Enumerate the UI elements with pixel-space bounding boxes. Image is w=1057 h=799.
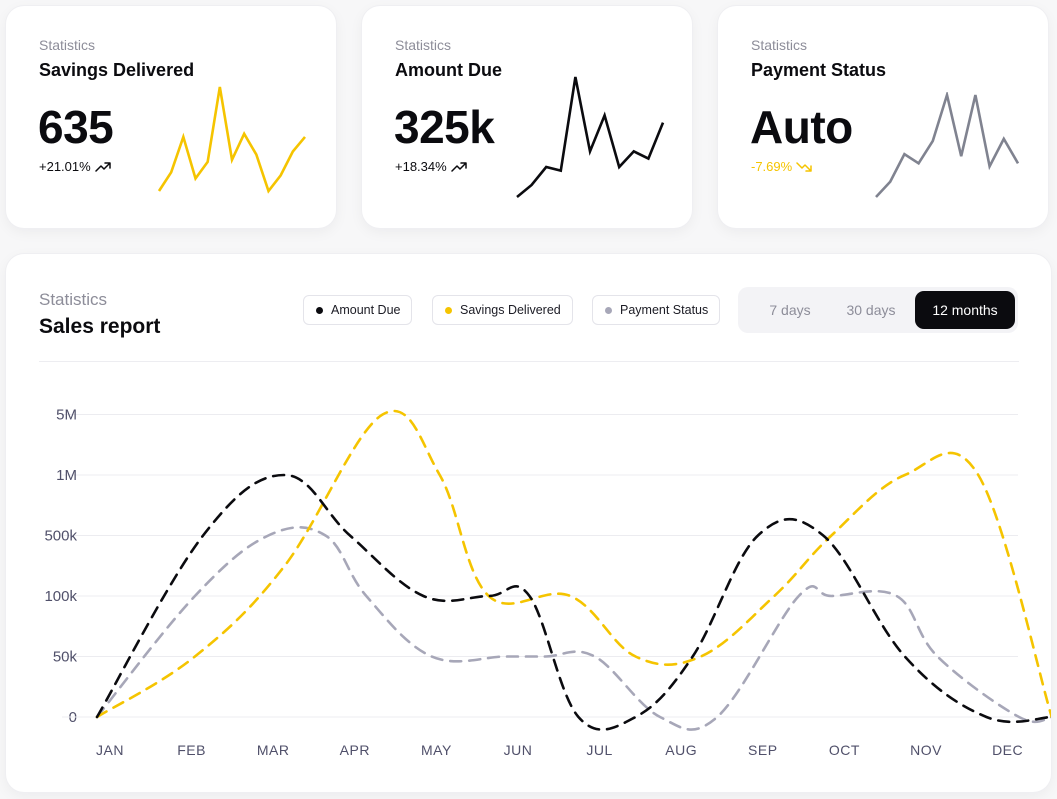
x-tick-label: JAN <box>96 742 124 758</box>
sparkline-savings <box>157 86 306 194</box>
sparkline-payment-status <box>875 92 1020 198</box>
sparkline-amount-due <box>516 76 665 199</box>
kpi-value: Auto <box>750 101 853 153</box>
kpi-title: Payment Status <box>751 60 887 80</box>
kpi-eyebrow: Statistics <box>39 37 96 53</box>
x-tick-label: FEB <box>177 742 206 758</box>
series-line-savings-delivered <box>95 409 1051 719</box>
header-divider <box>39 361 1019 362</box>
kpi-change-text: +21.01% <box>39 159 91 174</box>
range-12-months-button[interactable]: 12 months <box>915 291 1015 329</box>
y-tick-label: 1M <box>56 467 77 484</box>
legend-payment-status[interactable]: Payment Status <box>592 295 721 325</box>
legend-savings-delivered[interactable]: Savings Delivered <box>432 295 573 325</box>
kpi-card-payment-status: Statistics Payment Status Auto -7.69% <box>718 6 1048 228</box>
sales-eyebrow: Statistics <box>39 290 108 309</box>
trend-down-icon <box>796 161 812 172</box>
sparkline-path <box>157 86 306 194</box>
range-30-days-button[interactable]: 30 days <box>846 302 896 318</box>
y-tick-label: 100k <box>44 588 77 605</box>
kpi-value: 325k <box>394 101 495 153</box>
x-tick-label: AUG <box>665 742 697 758</box>
kpi-change: -7.69% <box>751 159 812 174</box>
x-tick-label: MAR <box>257 742 290 758</box>
sales-report-card: 0 50k 100k 500k 1M 5M JAN FEB MAR APR MAY JUN JUL AUG… <box>6 254 1051 792</box>
y-tick-label: 50k <box>53 649 78 666</box>
x-tick-label: SEP <box>748 742 778 758</box>
x-tick-label: APR <box>340 742 370 758</box>
y-tick-label: 500k <box>44 528 77 545</box>
kpi-title: Amount Due <box>395 60 502 80</box>
y-tick-label: 5M <box>56 407 77 424</box>
range-7-days-button[interactable]: 7 days <box>769 302 811 318</box>
sales-title: Sales report <box>39 315 161 338</box>
kpi-card-savings: Statistics Savings Delivered 635 +21.01% <box>6 6 336 228</box>
series-line-amount-due <box>95 473 1051 731</box>
legend-label: Savings Delivered <box>460 303 561 317</box>
legend-dot <box>605 306 612 314</box>
legend-label: Amount Due <box>331 303 401 317</box>
x-tick-label: OCT <box>829 742 860 758</box>
sparkline-path <box>875 92 1020 198</box>
x-tick-label: NOV <box>910 742 942 758</box>
kpi-eyebrow: Statistics <box>751 37 808 53</box>
x-tick-label: JUL <box>586 742 612 758</box>
x-tick-label: DEC <box>992 742 1023 758</box>
x-tick-label: JUN <box>504 742 533 758</box>
x-tick-label: MAY <box>421 742 452 758</box>
legend-label: Payment Status <box>620 303 709 317</box>
time-range-selector: 7 days 30 days 12 months <box>738 287 1018 333</box>
kpi-change-text: -7.69% <box>751 159 793 174</box>
kpi-card-amount-due: Statistics Amount Due 325k +18.34% <box>362 6 692 228</box>
legend-dot <box>445 306 452 314</box>
sparkline-path <box>516 76 665 199</box>
series-line-payment-status <box>95 526 1051 731</box>
kpi-value: 635 <box>38 101 114 153</box>
kpi-change-text: +18.34% <box>395 159 447 174</box>
legend-dot <box>316 306 323 314</box>
trend-up-icon <box>450 161 467 172</box>
kpi-eyebrow: Statistics <box>395 37 452 53</box>
kpi-change: +21.01% <box>39 159 111 174</box>
legend-amount-due[interactable]: Amount Due <box>303 295 413 325</box>
kpi-change: +18.34% <box>395 159 467 174</box>
kpi-title: Savings Delivered <box>39 60 195 80</box>
trend-up-icon <box>94 161 111 172</box>
